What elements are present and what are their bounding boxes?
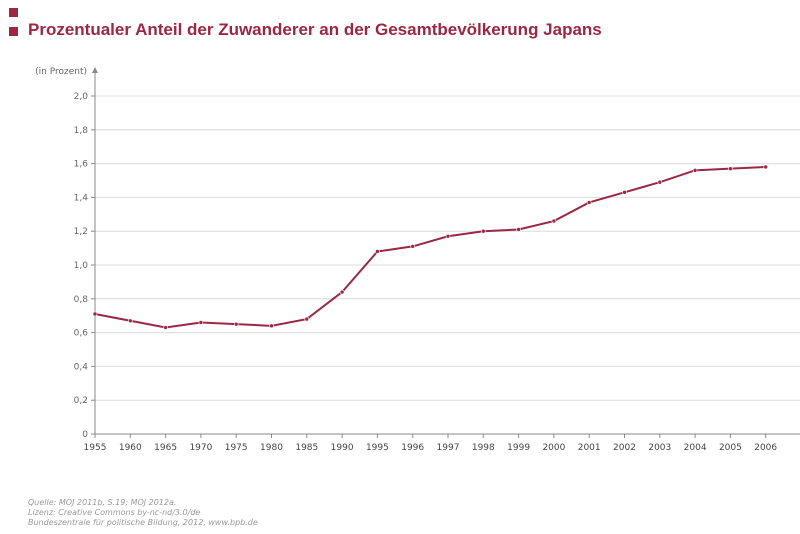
data-point <box>551 218 557 224</box>
x-tick-label: 1996 <box>401 443 424 453</box>
chart-title: Prozentualer Anteil der Zuwanderer an de… <box>28 20 602 39</box>
y-axis-label: (in Prozent) <box>35 67 87 77</box>
data-point <box>198 320 204 325</box>
y-tick-label: 1,0 <box>74 261 89 271</box>
data-point <box>763 164 769 170</box>
data-point <box>128 318 133 324</box>
data-point <box>92 311 98 317</box>
series-line <box>94 165 766 329</box>
source-notes: Quelle: MOJ 2011b, S.19; MOJ 2012a. Lize… <box>28 498 258 528</box>
license-text: Lizenz: Creative Commons by-nc-nd/3.0/de <box>28 508 201 517</box>
x-tick-label: 2005 <box>719 443 742 453</box>
x-tick-label: 1998 <box>472 443 495 453</box>
data-point <box>657 179 663 185</box>
data-point <box>163 325 168 330</box>
data-point <box>728 166 733 171</box>
y-tick-label: 1,8 <box>74 126 89 136</box>
x-tick-label: 1970 <box>189 443 212 453</box>
x-tick-label: 1980 <box>260 443 283 453</box>
y-tick-label: 1,4 <box>74 193 89 203</box>
x-tick-label: 2000 <box>542 443 565 453</box>
data-point <box>233 321 239 327</box>
y-tick-label: 0,8 <box>74 295 89 305</box>
data-point <box>692 168 698 173</box>
x-tick-label: 2001 <box>578 443 601 453</box>
source-text: Quelle: MOJ 2011b, S.19; MOJ 2012a. <box>28 498 177 507</box>
x-tick-label: 1999 <box>507 443 530 453</box>
data-point <box>269 323 274 329</box>
x-tick-label: 2002 <box>613 443 636 453</box>
data-point <box>516 227 521 232</box>
data-point <box>480 228 486 234</box>
x-tick-label: 2006 <box>754 443 777 453</box>
x-tick-label: 1997 <box>437 443 460 453</box>
y-tick-label: 0,2 <box>74 396 88 406</box>
data-point <box>586 200 592 205</box>
y-tick-label: 1,6 <box>74 160 89 170</box>
y-tick-label: 0,4 <box>74 362 89 372</box>
y-axis-arrow <box>92 67 98 73</box>
y-tick-label: 2,0 <box>74 92 89 102</box>
y-tick-label: 0,6 <box>74 329 89 339</box>
data-point <box>445 233 451 239</box>
x-tick-label: 2003 <box>648 443 671 453</box>
y-tick-label: 0 <box>82 430 88 440</box>
x-tick-label: 2004 <box>684 443 707 453</box>
x-tick-label: 1960 <box>119 443 142 453</box>
x-tick-label: 1990 <box>331 443 354 453</box>
x-tick-label: 1965 <box>154 443 177 453</box>
data-point <box>375 249 380 254</box>
x-tick-label: 1985 <box>295 443 318 453</box>
y-tick-label: 1,2 <box>74 227 88 237</box>
data-point <box>339 289 345 295</box>
data-point <box>304 316 310 322</box>
x-tick-label: 1995 <box>366 443 389 453</box>
data-point <box>622 190 627 195</box>
title-bullet <box>9 27 18 36</box>
x-tick-label: 1975 <box>225 443 248 453</box>
publisher-text: Bundeszentrale für politische Bildung, 2… <box>28 518 258 527</box>
decor-square <box>9 8 18 17</box>
data-point <box>410 244 416 249</box>
x-tick-label: 1955 <box>84 443 107 453</box>
